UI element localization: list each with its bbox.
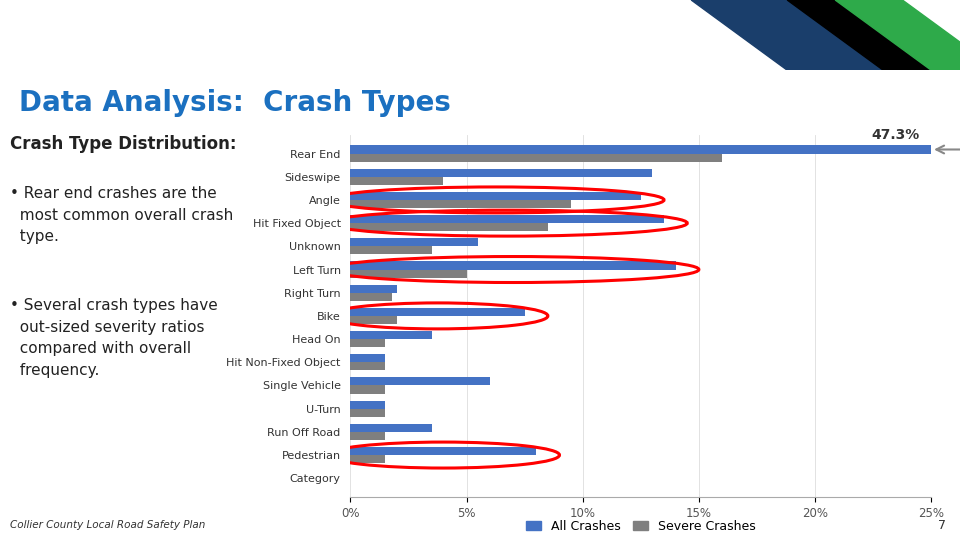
Text: 47.3%: 47.3% [872,128,920,142]
Text: • Several crash types have
  out-sized severity ratios
  compared with overall
 : • Several crash types have out-sized sev… [10,298,217,378]
Bar [350,409,385,417]
Bar [350,200,571,208]
Polygon shape [691,0,902,70]
Bar [350,455,385,463]
Text: Data Analysis:  Crash Types: Data Analysis: Crash Types [19,89,450,117]
Text: Collier County Local Road Safety Plan: Collier County Local Road Safety Plan [10,520,205,530]
Bar [350,238,478,246]
Text: 7: 7 [938,518,946,532]
Bar [350,316,396,324]
Bar [350,293,393,301]
Bar [350,424,432,432]
Bar [350,177,444,185]
Bar [350,223,548,231]
Bar [350,447,537,455]
Bar [350,401,385,409]
Text: • Rear end crashes are the
  most common overall crash
  type.: • Rear end crashes are the most common o… [10,186,233,244]
Bar [350,386,385,394]
Bar [350,153,722,161]
Bar [350,432,385,440]
Bar [350,331,432,339]
Bar [350,215,664,223]
Bar [350,308,524,316]
Bar [350,269,467,278]
Bar [350,246,432,254]
Bar [350,145,960,153]
Legend: All Crashes, Severe Crashes: All Crashes, Severe Crashes [520,515,760,538]
Bar [350,261,676,269]
Polygon shape [835,0,960,70]
Bar [350,192,641,200]
Bar [350,168,653,177]
Bar [350,285,396,293]
Bar [350,377,490,386]
Bar [350,339,385,347]
Text: Crash Type Distribution:: Crash Type Distribution: [10,135,236,153]
Polygon shape [787,0,941,70]
Bar [350,354,385,362]
Bar [350,362,385,370]
